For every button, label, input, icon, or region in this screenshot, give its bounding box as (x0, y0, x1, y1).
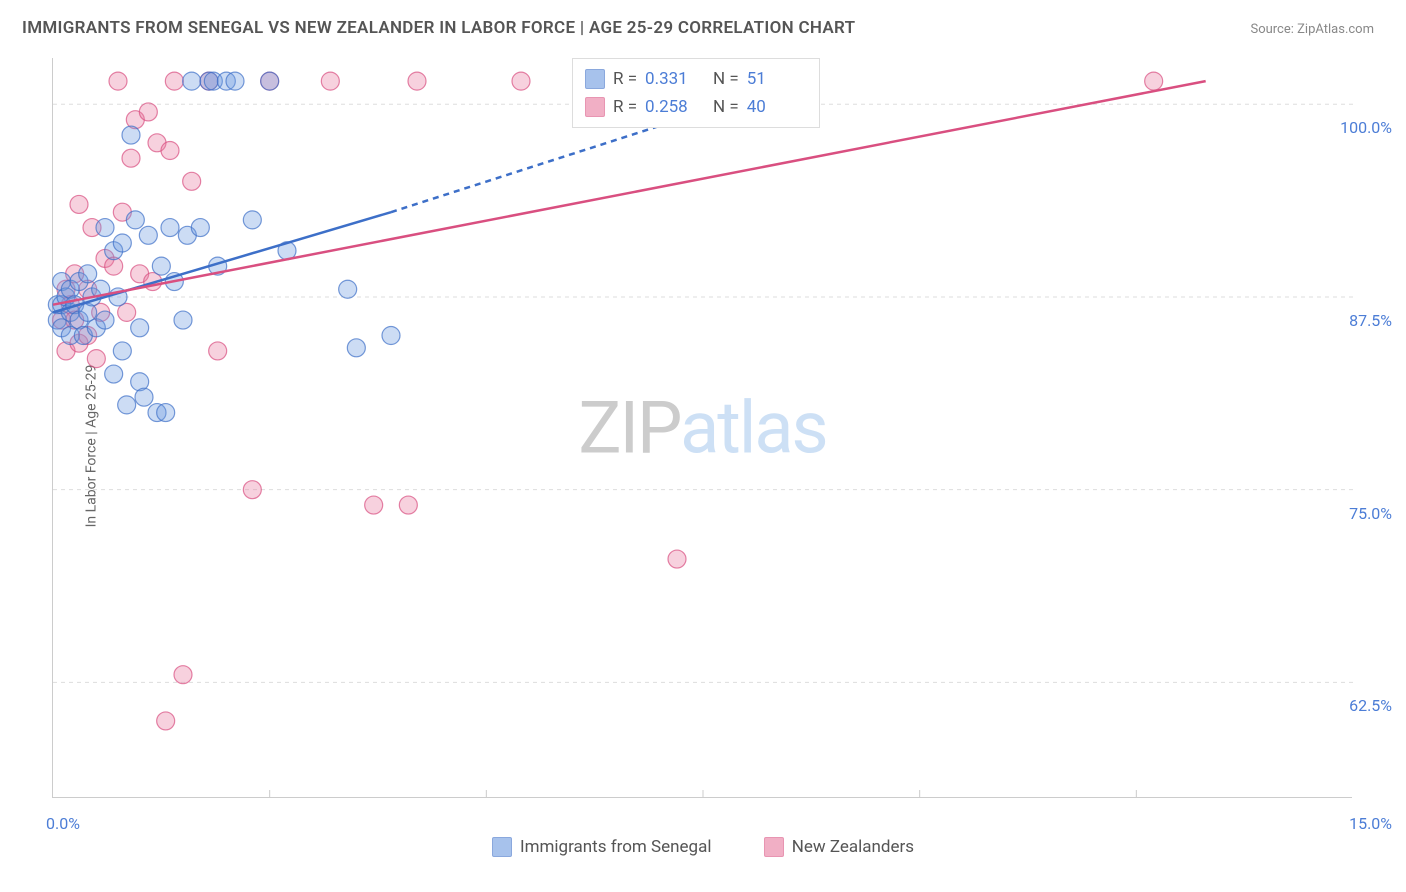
legend-stats-box: R = 0.331 N = 51 R = 0.258 N = 40 (572, 58, 820, 128)
n-label-1: N = (713, 65, 739, 93)
legend-stats-row-1: R = 0.331 N = 51 (585, 65, 807, 93)
source-attribution: Source: ZipAtlas.com (1250, 22, 1374, 37)
y-tick-label: 87.5% (1349, 311, 1392, 330)
n-value-1: 51 (747, 65, 807, 93)
legend-swatch-2 (585, 97, 605, 117)
n-value-2: 40 (747, 93, 807, 121)
n-label-2: N = (713, 93, 739, 121)
legend-bottom-item-2: New Zealanders (764, 837, 914, 857)
r-value-1: 0.331 (645, 65, 705, 93)
y-tick-label: 75.0% (1349, 504, 1392, 523)
legend-bottom-label-1: Immigrants from Senegal (520, 837, 712, 857)
x-tick-label: 0.0% (46, 814, 80, 833)
y-tick-label: 62.5% (1349, 696, 1392, 715)
chart-title: IMMIGRANTS FROM SENEGAL VS NEW ZEALANDER… (22, 18, 855, 38)
x-tick-label: 15.0% (1349, 814, 1392, 833)
r-label-1: R = (613, 65, 637, 93)
r-label-2: R = (613, 93, 637, 121)
y-tick-label: 100.0% (1340, 118, 1392, 137)
r-value-2: 0.258 (645, 93, 705, 121)
legend-swatch-1 (585, 69, 605, 89)
legend-bottom-swatch-2 (764, 837, 784, 857)
legend-bottom-swatch-1 (492, 837, 512, 857)
legend-stats-row-2: R = 0.258 N = 40 (585, 93, 807, 121)
legend-bottom-item-1: Immigrants from Senegal (492, 837, 712, 857)
legend-bottom-label-2: New Zealanders (792, 837, 914, 857)
legend-bottom: Immigrants from Senegal New Zealanders (0, 837, 1406, 862)
scatter-plot-svg (53, 58, 1352, 797)
plot-area: ZIPatlas (52, 58, 1352, 798)
